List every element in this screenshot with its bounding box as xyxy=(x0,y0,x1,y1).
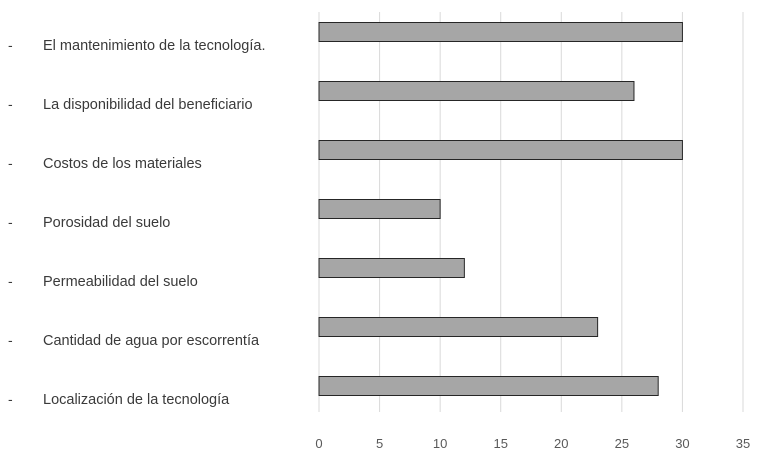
bar-1 xyxy=(318,81,635,101)
category-label-6: Localización de la tecnología xyxy=(43,392,230,408)
bar-2 xyxy=(318,140,683,160)
category-label-2: Costos de los materiales xyxy=(43,156,202,172)
bar-6 xyxy=(318,376,659,396)
bullet-dash: - xyxy=(8,155,13,171)
x-tick-label-10: 10 xyxy=(433,436,447,451)
bar-0 xyxy=(318,22,683,42)
bars xyxy=(318,22,683,396)
x-tick-label-30: 30 xyxy=(675,436,689,451)
x-tick-label-25: 25 xyxy=(615,436,629,451)
bullet-dash: - xyxy=(8,273,13,289)
bullet-dash: - xyxy=(8,96,13,112)
category-label-0: El mantenimiento de la tecnología. xyxy=(43,38,265,54)
bullet-dash: - xyxy=(8,391,13,407)
bar-5 xyxy=(318,317,599,337)
category-label-3: Porosidad del suelo xyxy=(43,215,170,231)
category-label-5: Cantidad de agua por escorrentía xyxy=(43,333,260,349)
bar-4 xyxy=(318,258,465,278)
bullet-dash: - xyxy=(8,332,13,348)
category-label-1: La disponibilidad del beneficiario xyxy=(43,97,253,113)
x-tick-label-0: 0 xyxy=(315,436,322,451)
bullet-dash: - xyxy=(8,214,13,230)
x-tick-label-20: 20 xyxy=(554,436,568,451)
category-labels: - El mantenimiento de la tecnología. - La d… xyxy=(8,37,265,408)
x-tick-label-35: 35 xyxy=(736,436,750,451)
x-tick-label-15: 15 xyxy=(493,436,507,451)
x-axis-tick-labels: 0 5 10 15 20 25 30 35 xyxy=(315,436,750,451)
category-label-4: Permeabilidad del suelo xyxy=(43,274,198,290)
x-tick-label-5: 5 xyxy=(376,436,383,451)
bar-3 xyxy=(318,199,441,219)
bullet-dash: - xyxy=(8,37,13,53)
